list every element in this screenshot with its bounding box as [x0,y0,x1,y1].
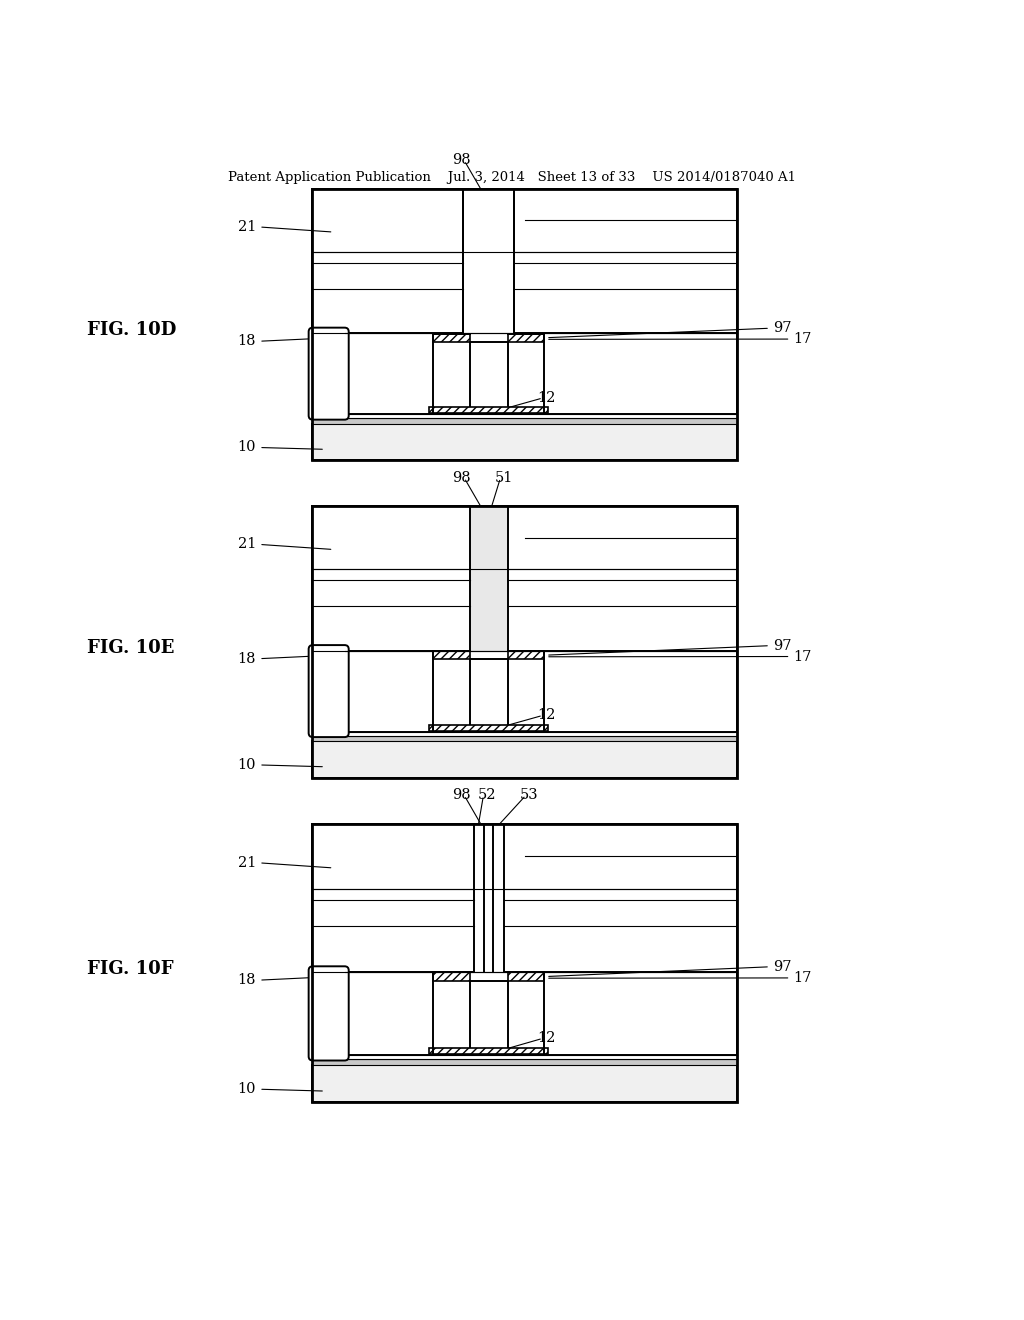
FancyBboxPatch shape [308,966,349,1060]
Bar [312,1065,737,1102]
Text: 18: 18 [238,973,256,987]
Text: 17: 17 [794,333,812,346]
Bar [470,342,508,414]
Bar [433,973,470,981]
Text: 21: 21 [238,220,256,234]
Bar [312,972,737,1055]
FancyBboxPatch shape [308,645,349,737]
Bar [429,725,548,730]
Bar [470,981,508,1055]
Bar [312,824,737,972]
Bar [312,414,737,418]
Bar [312,424,737,461]
Text: 17: 17 [794,972,812,985]
Text: 53: 53 [520,788,539,803]
Text: 18: 18 [238,334,256,348]
Bar [429,407,548,413]
FancyBboxPatch shape [308,327,349,420]
Text: 97: 97 [773,639,792,652]
Text: 52: 52 [477,788,496,803]
Text: 12: 12 [537,391,555,405]
Text: 51: 51 [495,471,513,484]
Text: FIG. 10F: FIG. 10F [87,960,174,978]
Bar [312,824,737,1102]
Bar [312,507,737,777]
Bar [312,741,737,777]
Bar [470,659,508,731]
Text: 12: 12 [537,709,555,722]
Bar [429,1048,548,1053]
Bar [312,731,737,735]
Bar [312,507,737,651]
Text: 10: 10 [238,758,256,772]
Bar [463,189,514,333]
Text: 97: 97 [773,321,792,335]
Text: Patent Application Publication    Jul. 3, 2014   Sheet 13 of 33    US 2014/01870: Patent Application Publication Jul. 3, 2… [228,170,796,183]
Bar [312,1059,737,1065]
Bar [312,1055,737,1059]
Text: 21: 21 [238,537,256,552]
Bar [433,651,470,659]
Text: 98: 98 [452,471,470,484]
Bar [508,973,544,981]
Bar [312,189,737,461]
Bar [312,651,737,731]
Bar [312,418,737,424]
Bar [474,824,504,972]
Text: 17: 17 [794,649,812,664]
Text: 10: 10 [238,441,256,454]
Text: FIG. 10D: FIG. 10D [87,321,176,339]
Text: 98: 98 [452,153,470,168]
Bar [433,334,470,342]
Text: 21: 21 [238,855,256,870]
Text: 98: 98 [452,788,470,803]
Bar [312,333,737,414]
Text: 18: 18 [238,652,256,665]
Bar [312,735,737,741]
Bar [508,651,544,659]
Text: FIG. 10E: FIG. 10E [87,639,174,656]
Bar [470,507,508,651]
Text: 97: 97 [773,960,792,974]
Bar [312,189,737,333]
Bar [508,334,544,342]
Text: 10: 10 [238,1082,256,1096]
Text: 12: 12 [537,1031,555,1045]
